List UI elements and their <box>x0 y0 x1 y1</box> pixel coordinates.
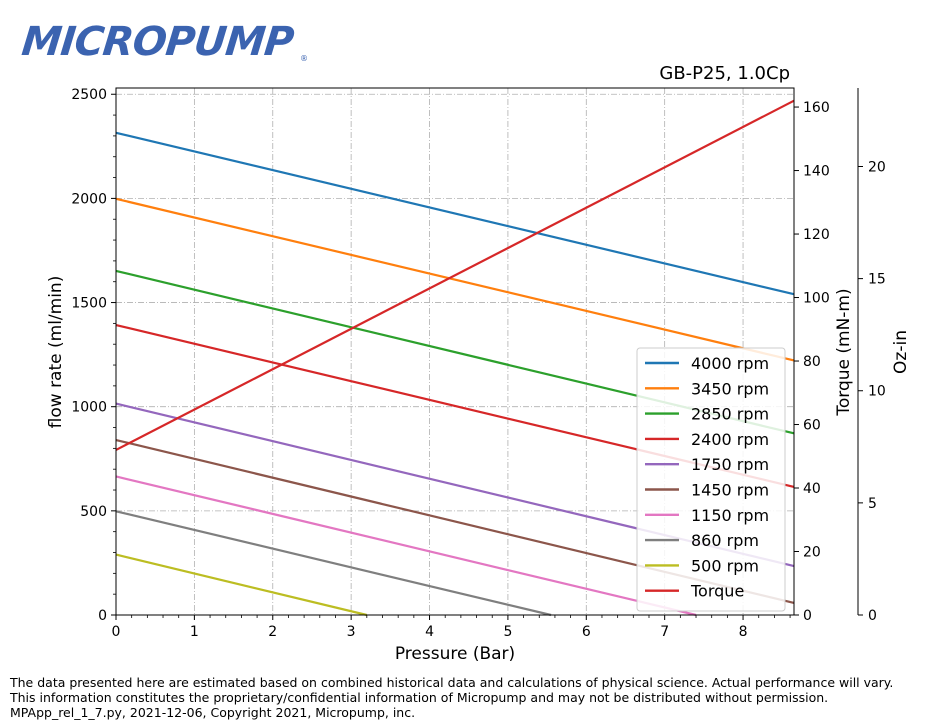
series-line-500-rpm <box>115 553 368 617</box>
registered-mark: ® <box>300 54 308 63</box>
x-tick-label: 6 <box>582 624 591 640</box>
x-tick-label: 7 <box>660 624 669 640</box>
y2-tick-label: 40 <box>803 481 821 497</box>
legend-label: 2850 rpm <box>691 405 769 424</box>
y3-tick-label: 5 <box>868 496 877 512</box>
y3-tick-label: 20 <box>868 159 886 175</box>
x-tick-label: 5 <box>503 624 512 640</box>
y-axis-label: flow rate (ml/min) <box>46 276 66 429</box>
footer-line-2: This information constitutes the proprie… <box>10 690 829 705</box>
x-axis-label: Pressure (Bar) <box>395 644 515 664</box>
y2-tick-label: 0 <box>803 608 812 624</box>
legend-label: 4000 rpm <box>691 354 769 373</box>
performance-chart: 0 1 2 3 4 5 6 7 80500100015002000250002040608010… <box>46 63 911 664</box>
y2-tick-label: 120 <box>803 227 830 243</box>
legend-label: 1750 rpm <box>691 455 769 474</box>
y3-tick-label: 10 <box>868 384 886 400</box>
y3-axis-label: Oz-in <box>891 330 911 374</box>
legend-label: 860 rpm <box>691 531 759 550</box>
footer-disclaimer: The data presented here are estimated ba… <box>10 675 893 720</box>
x-tick-label: 1 <box>190 624 199 640</box>
x-tick-label: 8 <box>739 624 748 640</box>
y-tick-label: 1000 <box>71 400 107 416</box>
legend-label: 3450 rpm <box>691 379 769 398</box>
legend-label: 500 rpm <box>691 556 759 575</box>
y2-tick-label: 100 <box>803 291 830 307</box>
legend-label: Torque <box>690 582 744 601</box>
y2-tick-label: 160 <box>803 100 830 116</box>
x-tick-label: 2 <box>268 624 277 640</box>
series-line-860-rpm <box>115 510 552 617</box>
y-tick-label: 1500 <box>71 296 107 312</box>
axes-layer: 0 1 2 3 4 5 6 7 80500100015002000250002040608010… <box>71 87 885 640</box>
series-line-1150-rpm <box>115 475 697 617</box>
legend-label: 1150 rpm <box>691 506 769 525</box>
series-line-torque <box>115 99 795 451</box>
legend: 4000 rpm 3450 rpm 2850 rpm 2400 rpm 1750 rpm… <box>636 347 786 612</box>
x-tick-label: 3 <box>347 624 356 640</box>
footer-line-3: MPApp_rel_1_7.py, 2021-12-06, Copyright … <box>10 705 416 720</box>
series-line-3450-rpm <box>115 197 795 362</box>
y2-axis-label: Torque (mN-m) <box>834 288 854 416</box>
y2-tick-label: 20 <box>803 545 821 561</box>
x-tick-label: 4 <box>425 624 434 640</box>
plot-frame <box>115 87 795 616</box>
y-tick-label: 2000 <box>71 191 107 207</box>
y-tick-label: 2500 <box>71 87 107 103</box>
x-tick-label: 0 <box>112 624 121 640</box>
legend-label: 1450 rpm <box>691 481 769 500</box>
y2-tick-label: 140 <box>803 164 830 180</box>
y3-tick-label: 0 <box>868 608 877 624</box>
y2-tick-label: 80 <box>803 354 821 370</box>
legend-label: 2400 rpm <box>691 430 769 449</box>
chart-title: GB-P25, 1.0Cp <box>659 63 790 84</box>
y-tick-label: 500 <box>80 504 107 520</box>
y2-tick-label: 60 <box>803 418 821 434</box>
y3-tick-label: 15 <box>868 272 886 288</box>
footer-line-1: The data presented here are estimated ba… <box>10 675 894 690</box>
y-tick-label: 0 <box>98 608 107 624</box>
series-line-4000-rpm <box>115 131 795 296</box>
